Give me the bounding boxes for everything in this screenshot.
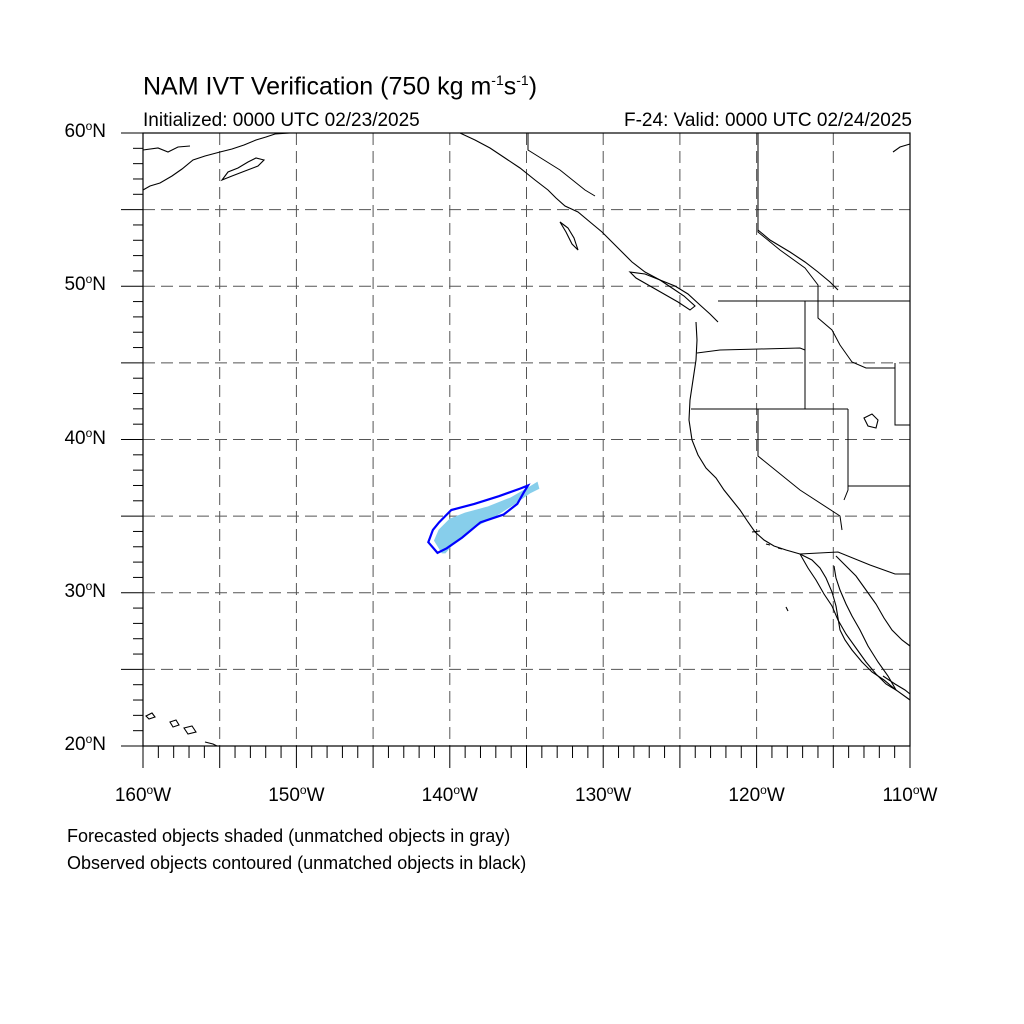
observed-object-contour — [427, 483, 531, 555]
lat-label: 50oN — [64, 272, 106, 296]
lon-label: 140oW — [421, 783, 478, 806]
coastline-hudson-bay — [892, 143, 911, 153]
observed-legend-note: Observed objects contoured (unmatched ob… — [67, 853, 527, 873]
lon-label: 130oW — [575, 783, 632, 806]
forecast-legend-note: Forecasted objects shaded (unmatched obj… — [67, 826, 511, 846]
border-nevada-utah — [843, 409, 849, 501]
lon-label: 150oW — [268, 783, 325, 806]
coastline-hawaii-kauai — [145, 712, 156, 720]
map-title: NAM IVT Verification (750 kg m-1s-1) — [143, 72, 538, 101]
border-utah-east — [894, 363, 910, 426]
lake-athabasca — [757, 229, 839, 291]
map-frame — [142, 132, 911, 747]
salt-lake — [863, 413, 879, 429]
coastline-alaska-peninsula-south — [142, 145, 191, 153]
lat-label: 40oN — [64, 425, 106, 449]
border-wa-or — [696, 347, 806, 354]
lon-label: 160oW — [114, 783, 172, 806]
lon-label: 110oW — [882, 783, 938, 806]
lat-label: 20oN — [64, 732, 106, 755]
initialized-label: Initialized: 0000 UTC 02/23/2025 — [143, 110, 420, 131]
coastline-us-west — [688, 321, 911, 701]
ivt-objects — [427, 481, 540, 555]
coastline-channel-islands — [751, 530, 783, 550]
grid-lines — [143, 133, 910, 746]
coastline-baja — [799, 553, 898, 692]
coastline-haida-gwaii — [559, 221, 579, 251]
boundaries — [527, 133, 910, 575]
border-idaho-north — [817, 301, 895, 369]
coastline-vancouver-island — [628, 271, 696, 311]
lat-label: 60oN — [64, 119, 106, 142]
border-ca-nv — [757, 409, 843, 531]
border-us-mexico — [799, 551, 910, 575]
coastline-hawaii-maui — [183, 725, 197, 735]
tick-marks — [121, 132, 911, 768]
coastline-kodiak — [220, 157, 266, 182]
lon-label: 120oW — [728, 783, 785, 806]
coastline-hawaii-big-island — [204, 741, 218, 747]
coastline-guadalupe — [785, 606, 789, 612]
coastline-mexico-south — [882, 675, 911, 695]
border-bc-alberta — [757, 133, 819, 301]
valid-time-label: F-24: Valid: 0000 UTC 02/24/2025 — [624, 110, 912, 131]
forecast-object-shaded — [433, 481, 540, 554]
border-yukon-bc — [527, 133, 596, 197]
coastlines — [142, 132, 911, 747]
coastline-mexico-mainland — [835, 555, 911, 647]
coastline-alaska-peninsula — [142, 132, 300, 191]
lat-label: 30oN — [64, 578, 106, 602]
coastline-hawaii-oahu — [169, 719, 180, 728]
coastline-gulf-of-alaska — [300, 132, 719, 323]
